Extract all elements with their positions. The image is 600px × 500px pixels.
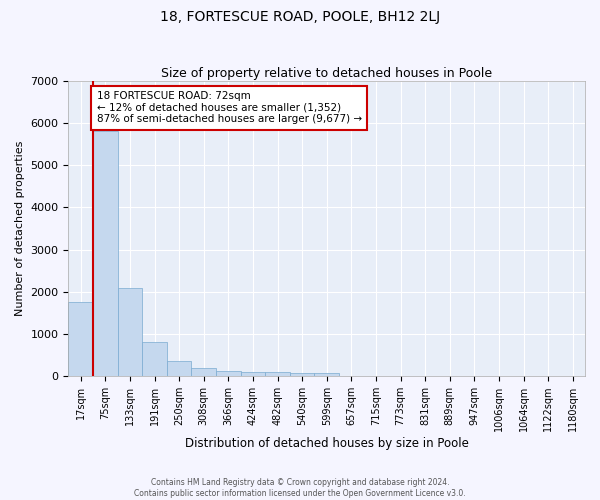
Title: Size of property relative to detached houses in Poole: Size of property relative to detached ho…: [161, 66, 492, 80]
Bar: [314, 373, 339, 376]
Bar: [216, 371, 241, 376]
Bar: [241, 372, 265, 376]
Bar: [265, 372, 290, 376]
Bar: [118, 288, 142, 376]
Bar: [191, 368, 216, 376]
Text: 18 FORTESCUE ROAD: 72sqm
← 12% of detached houses are smaller (1,352)
87% of sem: 18 FORTESCUE ROAD: 72sqm ← 12% of detach…: [97, 91, 362, 124]
Y-axis label: Number of detached properties: Number of detached properties: [15, 141, 25, 316]
Bar: [167, 362, 191, 376]
Bar: [93, 132, 118, 376]
Text: 18, FORTESCUE ROAD, POOLE, BH12 2LJ: 18, FORTESCUE ROAD, POOLE, BH12 2LJ: [160, 10, 440, 24]
Text: Contains HM Land Registry data © Crown copyright and database right 2024.
Contai: Contains HM Land Registry data © Crown c…: [134, 478, 466, 498]
Bar: [290, 373, 314, 376]
Bar: [68, 302, 93, 376]
Bar: [142, 342, 167, 376]
X-axis label: Distribution of detached houses by size in Poole: Distribution of detached houses by size …: [185, 437, 469, 450]
